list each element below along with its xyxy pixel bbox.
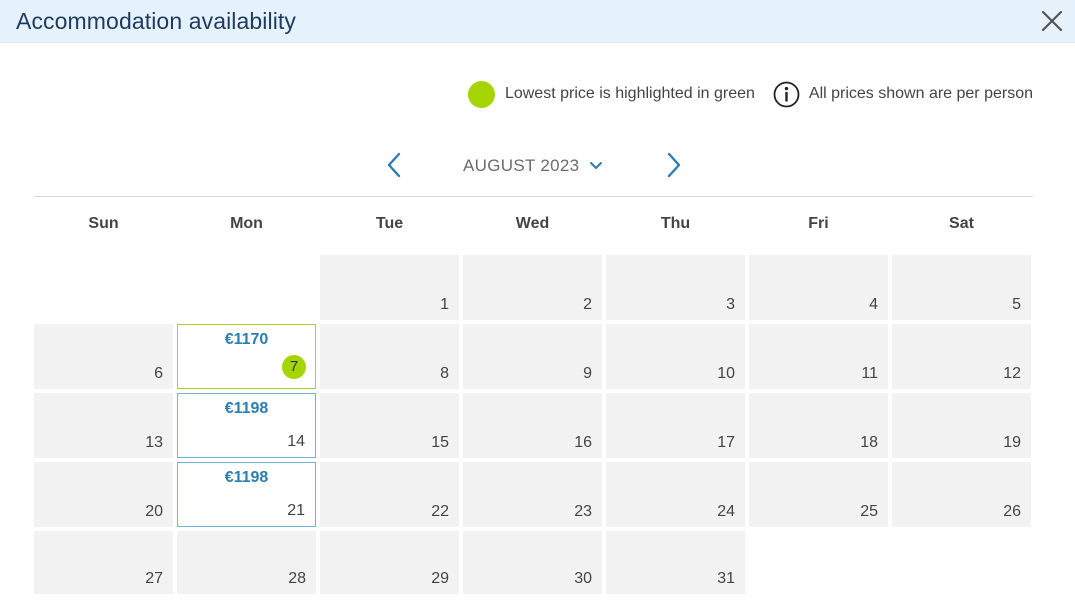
info-icon [773, 81, 800, 108]
day-cell[interactable]: 12 [892, 324, 1031, 389]
day-cell[interactable]: 10 [606, 324, 745, 389]
day-number: 29 [431, 570, 449, 587]
day-number: 18 [860, 434, 878, 451]
close-icon[interactable] [1039, 8, 1065, 34]
day-price: €1198 [224, 469, 269, 486]
legend: Lowest price is highlighted in green All… [467, 80, 1033, 108]
chevron-down-icon [590, 162, 603, 169]
day-cell[interactable]: 13 [34, 393, 173, 458]
day-cell[interactable]: 27 [34, 531, 173, 594]
day-number: 21 [287, 502, 305, 519]
day-cell[interactable]: 28 [177, 531, 316, 594]
day-number: 30 [574, 570, 592, 587]
day-number: 17 [717, 434, 735, 451]
day-cell[interactable]: 1 [320, 255, 459, 320]
day-cell[interactable]: 29 [320, 531, 459, 594]
day-number: 1 [440, 296, 449, 313]
day-number: 28 [288, 570, 306, 587]
weekday-wed: Wed [515, 215, 550, 232]
day-cell[interactable]: 20 [34, 462, 173, 527]
day-cell[interactable]: 25 [749, 462, 888, 527]
day-cell[interactable]: 6 [34, 324, 173, 389]
day-number: 19 [1003, 434, 1021, 451]
day-number: 22 [431, 503, 449, 520]
day-number: 23 [574, 503, 592, 520]
lowest-price-dot-icon [467, 80, 495, 108]
day-cell[interactable]: 15 [320, 393, 459, 458]
day-cell[interactable]: 17 [606, 393, 745, 458]
day-number: 26 [1003, 503, 1021, 520]
month-label: AUGUST 2023 [463, 156, 580, 175]
day-cell[interactable]: 18 [749, 393, 888, 458]
day-cell[interactable]: 11 [749, 324, 888, 389]
day-cell[interactable]: 2 [463, 255, 602, 320]
day-number: 14 [287, 433, 305, 450]
day-cell[interactable]: €1198 21 [177, 462, 316, 527]
day-cell[interactable]: 23 [463, 462, 602, 527]
day-number: 27 [145, 570, 163, 587]
day-cell[interactable]: €1198 14 [177, 393, 316, 458]
day-number: 13 [145, 434, 163, 451]
weekday-header: Sun Mon Tue Wed Thu Fri Sat [34, 209, 1033, 239]
day-number: 31 [717, 570, 735, 587]
day-number: 20 [145, 503, 163, 520]
weekday-tue: Tue [375, 215, 404, 232]
weekday-fri: Fri [808, 215, 829, 232]
day-cell[interactable]: 24 [606, 462, 745, 527]
divider [34, 196, 1033, 197]
day-cell[interactable]: 9 [463, 324, 602, 389]
month-select[interactable]: AUGUST 2023 [463, 154, 603, 178]
day-price: €1170 [224, 331, 269, 348]
day-number: 6 [154, 365, 163, 382]
day-number: 2 [583, 296, 592, 313]
dialog-header: Accommodation availability [0, 0, 1075, 43]
day-cell[interactable]: 19 [892, 393, 1031, 458]
day-price: €1198 [224, 400, 269, 417]
day-number: 4 [869, 296, 878, 313]
day-cell[interactable]: 30 [463, 531, 602, 594]
day-cell[interactable]: 4 [749, 255, 888, 320]
dialog-title: Accommodation availability [16, 8, 297, 34]
day-number: 8 [440, 365, 449, 382]
day-cell[interactable]: 3 [606, 255, 745, 320]
day-cell[interactable]: €1170 7 [177, 324, 316, 389]
day-cell[interactable]: 16 [463, 393, 602, 458]
day-number: 5 [1012, 296, 1021, 313]
day-cell[interactable]: 26 [892, 462, 1031, 527]
day-cell[interactable]: 31 [606, 531, 745, 594]
legend-lowest-label: Lowest price is highlighted in green [504, 85, 755, 102]
weekday-sun: Sun [88, 215, 119, 232]
weekday-sat: Sat [949, 215, 974, 232]
day-cell[interactable]: 22 [320, 462, 459, 527]
day-cell[interactable]: 8 [320, 324, 459, 389]
lowest-price-day-number: 7 [282, 355, 306, 379]
next-month-button[interactable] [660, 150, 686, 180]
day-number: 10 [717, 365, 735, 382]
day-number: 3 [726, 296, 735, 313]
day-cell[interactable]: 5 [892, 255, 1031, 320]
day-number: 16 [574, 434, 592, 451]
day-number: 9 [583, 365, 592, 382]
legend-info-label: All prices shown are per person [808, 85, 1033, 102]
day-number: 12 [1003, 365, 1021, 382]
weekday-mon: Mon [230, 215, 263, 232]
weekday-thu: Thu [660, 215, 691, 232]
previous-month-button[interactable] [382, 150, 408, 180]
day-number: 15 [431, 434, 449, 451]
day-number: 24 [717, 503, 735, 520]
day-number: 11 [861, 365, 878, 382]
day-number: 25 [860, 503, 878, 520]
